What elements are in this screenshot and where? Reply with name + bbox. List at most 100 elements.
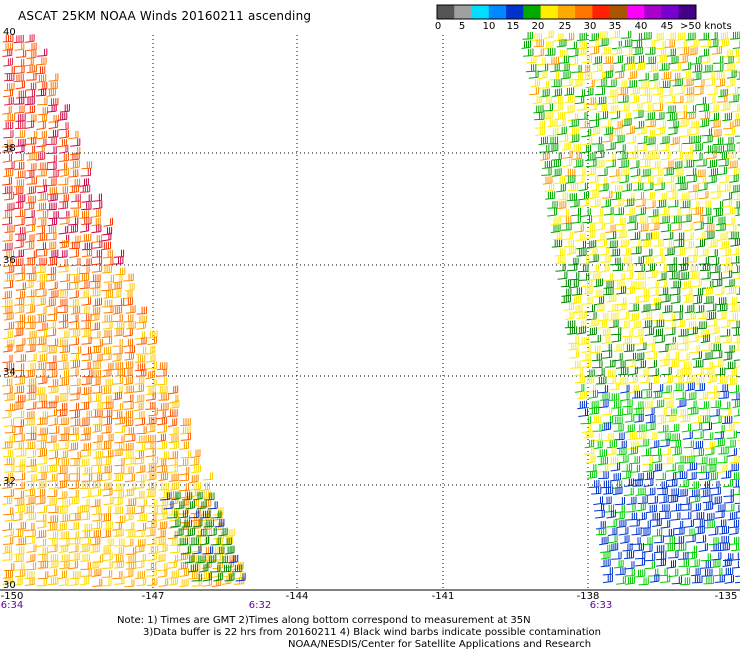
- wind-barb: [613, 55, 623, 64]
- wind-barb: [37, 571, 49, 580]
- wind-barb: [686, 174, 697, 183]
- wind-barb: [68, 531, 79, 540]
- wind-barb: [576, 248, 587, 257]
- wind-barb: [730, 184, 740, 194]
- wind-barb: [732, 265, 740, 274]
- wind-barb: [567, 263, 578, 272]
- wind-barb: [692, 152, 703, 162]
- wind-barb: [688, 184, 699, 193]
- wind-barb: [80, 432, 91, 441]
- wind-barb: [619, 103, 630, 112]
- lon-label-135: -135: [714, 591, 738, 602]
- wind-barb: [707, 159, 717, 169]
- wind-barb: [26, 152, 37, 161]
- wind-barb: [574, 375, 586, 384]
- wind-barb: [15, 49, 27, 58]
- wind-barb: [594, 303, 605, 312]
- legend-label: 35: [608, 21, 622, 32]
- wind-barb: [733, 328, 740, 336]
- wind-barb: [684, 222, 694, 232]
- wind-barb: [112, 305, 123, 315]
- wind-barb: [706, 95, 716, 105]
- wind-barb: [58, 122, 69, 131]
- wind-barb: [653, 319, 665, 328]
- wind-barb: [113, 490, 124, 499]
- wind-barb: [91, 506, 102, 516]
- wind-barb: [46, 232, 57, 241]
- wind-barb: [540, 88, 550, 98]
- wind-barb: [146, 416, 157, 425]
- wind-barb: [704, 446, 715, 456]
- wind-barb: [672, 369, 683, 378]
- time-label: 6:33: [589, 600, 613, 611]
- wind-barb: [614, 504, 625, 514]
- wind-barb: [732, 399, 740, 409]
- wind-barb: [47, 473, 58, 482]
- wind-barb: [542, 103, 553, 112]
- wind-barb: [228, 554, 239, 564]
- wind-barb: [146, 513, 157, 523]
- color-legend: [436, 4, 697, 20]
- wind-barb: [649, 375, 660, 385]
- wind-barb: [90, 288, 101, 297]
- wind-barb: [81, 369, 93, 378]
- wind-barb: [640, 239, 652, 247]
- wind-barb: [37, 184, 47, 194]
- wind-barb: [663, 391, 674, 400]
- wind-barb: [617, 151, 628, 160]
- wind-barb: [69, 290, 79, 299]
- wind-barb: [625, 424, 635, 433]
- legend-label: 25: [558, 21, 572, 32]
- wind-barb: [613, 343, 624, 352]
- wind-barb: [665, 48, 676, 57]
- wind-barb: [147, 471, 157, 481]
- wind-barb: [559, 55, 570, 64]
- wind-barb: [2, 299, 13, 308]
- wind-barb: [2, 177, 12, 186]
- wind-barb: [652, 95, 663, 105]
- wind-barb: [101, 529, 111, 539]
- wind-barb: [101, 386, 112, 395]
- wind-barb: [599, 246, 610, 256]
- wind-barb: [147, 577, 158, 586]
- wind-barb: [2, 343, 13, 353]
- wind-barb: [70, 201, 81, 209]
- wind-barb: [725, 150, 736, 159]
- wind-barb: [4, 265, 15, 274]
- wind-barb: [688, 406, 699, 415]
- wind-barb: [103, 274, 114, 283]
- lat-label-40: 40: [3, 27, 16, 38]
- wind-barb: [684, 528, 695, 537]
- wind-barb: [646, 504, 657, 513]
- wind-barb: [644, 471, 655, 481]
- wind-barb: [47, 408, 57, 417]
- wind-barb: [687, 248, 698, 257]
- wind-barb: [547, 118, 558, 127]
- wind-barb: [560, 70, 571, 80]
- wind-barb: [586, 159, 597, 167]
- wind-barb: [719, 401, 731, 410]
- wind-barb: [24, 201, 35, 211]
- wind-barb: [710, 190, 721, 200]
- wind-barb: [692, 143, 703, 152]
- wind-barb: [158, 512, 168, 521]
- wind-barb: [36, 202, 46, 212]
- wind-barb: [552, 88, 562, 97]
- wind-barb: [37, 322, 48, 331]
- wind-barb: [59, 473, 70, 482]
- wind-barb: [81, 248, 93, 258]
- wind-barb: [707, 374, 717, 384]
- wind-barb: [616, 447, 627, 456]
- wind-barb: [14, 304, 25, 314]
- wind-barb: [649, 574, 660, 583]
- wind-barb: [46, 104, 57, 113]
- wind-barb: [654, 182, 665, 191]
- wind-barb: [599, 38, 609, 47]
- wind-barb: [25, 321, 36, 330]
- wind-barb: [48, 442, 59, 452]
- wind-barb: [712, 350, 723, 359]
- wind-barb: [710, 335, 721, 344]
- wind-barb: [721, 257, 732, 265]
- wind-barb: [4, 418, 14, 427]
- wind-barb: [204, 492, 215, 501]
